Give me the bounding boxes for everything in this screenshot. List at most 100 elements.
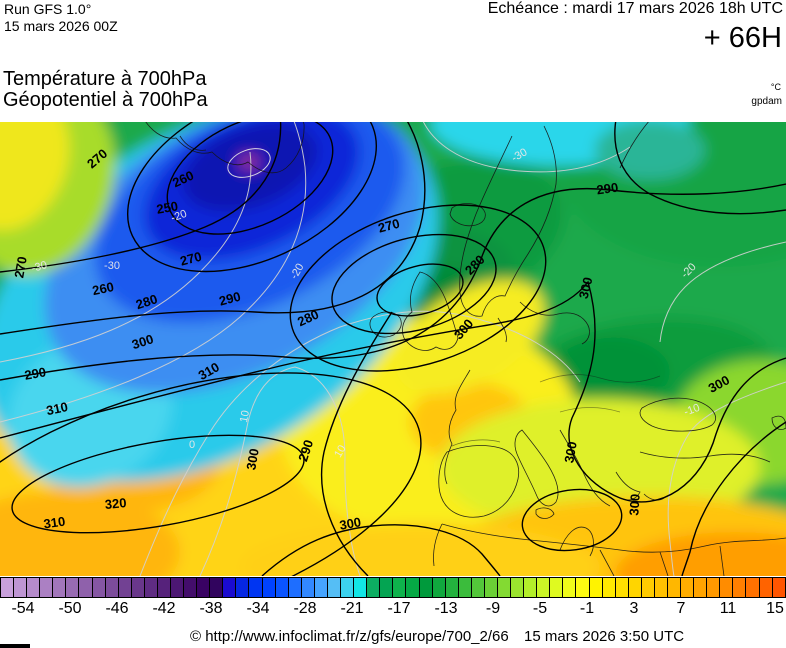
colorbar-cell	[223, 578, 237, 597]
colorbar-cell	[589, 578, 603, 597]
temperature-field	[0, 122, 786, 576]
colorbar-cell	[314, 578, 328, 597]
colorbar-cell	[445, 578, 459, 597]
colorbar-tick-value: -38	[199, 600, 223, 617]
colorbar-cell	[236, 578, 250, 597]
colorbar-cell	[79, 578, 93, 597]
colorbar-cell	[681, 578, 695, 597]
colorbar-cell	[458, 578, 472, 597]
geopotential-label: 300	[338, 514, 362, 533]
colorbar-cell	[419, 578, 433, 597]
colorbar-cell	[1, 578, 15, 597]
geopotential-label: 290	[596, 180, 620, 198]
temperature-colorbar	[0, 577, 786, 598]
colorbar-cell	[641, 578, 655, 597]
geopotential-label: 280	[134, 291, 159, 312]
colorbar-tick-value: -28	[293, 600, 317, 617]
colorbar-cell	[27, 578, 41, 597]
colorbar-cell	[432, 578, 446, 597]
unit-celsius-label: °C	[770, 82, 781, 92]
colorbar-cell	[720, 578, 734, 597]
colorbar-cell	[628, 578, 642, 597]
colorbar-cell	[288, 578, 302, 597]
colorbar-cell	[144, 578, 158, 597]
colorbar-cell	[275, 578, 289, 597]
temperature-label: 10	[332, 443, 349, 460]
temperature-label: -10	[682, 402, 701, 419]
colorbar-cell	[118, 578, 132, 597]
colorbar-cell	[40, 578, 54, 597]
colorbar-cell	[772, 578, 786, 597]
colorbar-tick-value: 15	[766, 600, 784, 617]
colorbar-cell	[733, 578, 747, 597]
colorbar-tick-value: -34	[246, 600, 270, 617]
geopotential-label: 290	[217, 289, 242, 309]
parameter-geopotential-label: Géopotentiel à 700hPa	[3, 89, 208, 111]
colorbar-cell	[131, 578, 145, 597]
geopotential-label: 270	[178, 249, 203, 269]
colorbar-tick-value: -13	[434, 600, 458, 617]
temperature-label: -30	[30, 259, 48, 275]
geopotential-label: 300	[130, 331, 155, 352]
colorbar-cell	[471, 578, 485, 597]
colorbar-cell	[484, 578, 498, 597]
colorbar-cell	[184, 578, 198, 597]
colorbar-cell	[157, 578, 172, 597]
colorbar-tick-value: -5	[532, 600, 548, 617]
parameter-temperature-label: Température à 700hPa	[3, 68, 207, 90]
colorbar-tick-value: 7	[676, 600, 686, 617]
geopotential-label: 260	[91, 279, 115, 298]
colorbar-tick-value: 3	[629, 600, 639, 617]
colorbar-tick-labels: -54 -50 -46 -42 -38 -34 -28 -21 -17 -13 -9 -5 -1 3 7 11…	[0, 600, 786, 620]
colorbar-cell	[171, 578, 185, 597]
colorbar-cell	[511, 578, 525, 597]
colorbar-cell	[301, 578, 315, 597]
colorbar-tick-value: -9	[485, 600, 501, 617]
geopotential-label: 300	[576, 276, 596, 301]
geopotential-label: 300	[626, 493, 642, 516]
colorbar-cell	[746, 578, 760, 597]
colorbar-tick-value: -54	[11, 600, 35, 617]
colorbar-cell	[550, 578, 564, 597]
colorbar-tick-value: -17	[387, 600, 411, 617]
temperature-label: 0	[189, 439, 195, 451]
geopotential-label: 310	[45, 399, 69, 418]
colorbar-cell	[524, 578, 538, 597]
colorbar-cell	[694, 578, 708, 597]
colorbar-cell	[341, 578, 355, 597]
colorbar-cell	[537, 578, 551, 597]
colorbar-cell	[53, 578, 67, 597]
colorbar-cell	[262, 578, 276, 597]
run-model-label: Run GFS 1.0°	[4, 1, 92, 17]
colorbar-cell	[497, 578, 512, 597]
temperature-label: -20	[169, 208, 188, 225]
colorbar-cell	[380, 578, 394, 597]
geopotential-label: 320	[104, 495, 127, 512]
colorbar-cell	[576, 578, 590, 597]
colorbar-cell	[210, 578, 224, 597]
colorbar-tick-value: -50	[58, 600, 82, 617]
colorbar-cell	[654, 578, 668, 597]
colorbar-cell	[249, 578, 263, 597]
colorbar-cell	[406, 578, 420, 597]
colorbar-cell	[367, 578, 381, 597]
colorbar-cell	[759, 578, 773, 597]
geopotential-label: 250	[155, 198, 179, 217]
colorbar-cell	[667, 578, 682, 597]
colorbar-cell	[197, 578, 211, 597]
colorbar-tick-value: -46	[105, 600, 129, 617]
geopotential-label: 270	[11, 255, 30, 279]
colorbar-cell	[563, 578, 577, 597]
generation-datetime: 15 mars 2026 3:50 UTC	[524, 628, 685, 645]
map-canvas: 250 260 260 270 270 270 270 280 280 280 290 290 290 2…	[0, 122, 786, 576]
forecast-offset-label: + 66H	[703, 22, 782, 54]
colorbar-tick-value: 11	[719, 600, 737, 617]
colorbar-tick-value: -42	[152, 600, 176, 617]
geopotential-contours	[0, 122, 786, 576]
geopotential-label: 300	[243, 447, 262, 471]
colorbar-cell	[602, 578, 616, 597]
temperature-label: 10	[238, 409, 252, 423]
echeance-label: Echéance : mardi 17 mars 2026 18h UTC	[487, 0, 783, 17]
colorbar-cell	[14, 578, 28, 597]
